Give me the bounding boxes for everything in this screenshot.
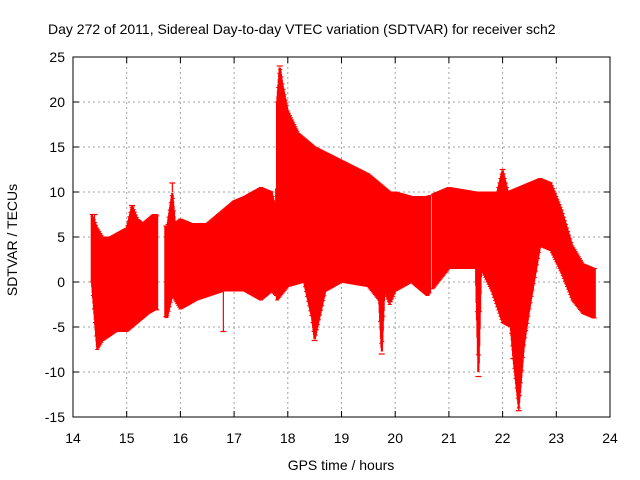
y-tick-label: 10 — [49, 184, 65, 200]
y-tick-labels: 25 20 15 10 5 0 -5 -10 -15 — [45, 49, 65, 425]
x-tick-label: 17 — [226, 430, 242, 446]
chart-title: Day 272 of 2011, Sidereal Day-to-day VTE… — [48, 21, 556, 37]
y-tick-label: 20 — [49, 94, 65, 110]
y-tick-label: 0 — [57, 274, 65, 290]
x-tick-label: 23 — [549, 430, 565, 446]
y-tick-label: -5 — [53, 319, 66, 335]
x-tick-label: 14 — [65, 430, 81, 446]
x-tick-label: 15 — [119, 430, 135, 446]
y-tick-label: -15 — [45, 409, 65, 425]
data-area — [89, 65, 597, 412]
y-tick-label: 25 — [49, 49, 65, 65]
x-axis-label: GPS time / hours — [288, 457, 395, 473]
x-tick-label: 22 — [495, 430, 511, 446]
y-tick-label: 5 — [57, 229, 65, 245]
x-tick-label: 20 — [387, 430, 403, 446]
x-tick-label: 18 — [280, 430, 296, 446]
x-tick-label: 19 — [334, 430, 350, 446]
x-tick-label: 24 — [602, 430, 618, 446]
y-tick-label: 15 — [49, 139, 65, 155]
x-tick-label: 16 — [173, 430, 189, 446]
x-tick-labels: 14 15 16 17 18 19 20 21 22 23 24 — [65, 430, 618, 446]
x-tick-label: 21 — [441, 430, 457, 446]
y-tick-label: -10 — [45, 364, 65, 380]
y-axis-label: SDTVAR / TECUs — [4, 184, 20, 296]
plot-frame — [72, 56, 611, 418]
